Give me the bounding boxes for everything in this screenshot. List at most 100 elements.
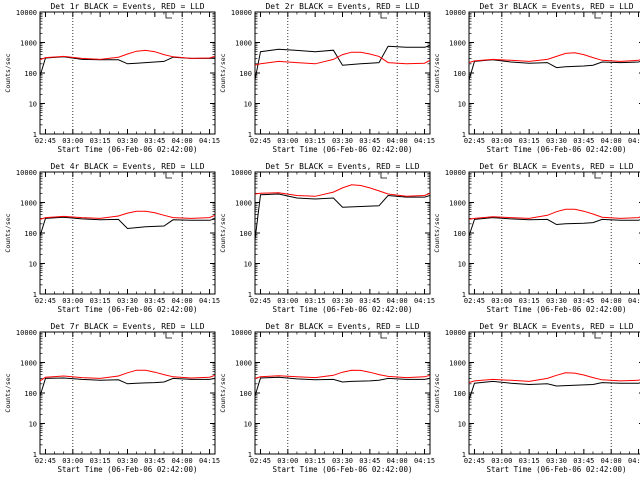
series-line-events (468, 59, 640, 80)
x-tick-label: 03:30 (117, 137, 138, 145)
y-tick-label: 10000 (445, 329, 466, 337)
chart-panel-7: Det 7r BLACK = Events, RED = LLD 1 10 100 10… (4, 322, 220, 474)
x-axis-label: Start Time (06-Feb-06 02:42:00) (58, 305, 198, 314)
y-tick-label: 1 (33, 291, 37, 299)
series-line-events (39, 216, 216, 237)
chart-title: Det 4r BLACK = Events, RED = LLD (50, 162, 204, 171)
chart-panel-9: Det 9r BLACK = Events, RED = LLD 1 10 100 10… (433, 322, 640, 474)
y-axis-label: Counts/sec (4, 373, 12, 412)
x-tick-label: 03:00 (62, 297, 83, 305)
x-tick-label: 02:45 (250, 137, 271, 145)
chart-title: Det 3r BLACK = Events, RED = LLD (479, 2, 633, 11)
x-tick-label: 03:45 (144, 457, 165, 465)
y-tick-label: 10 (244, 261, 252, 269)
x-tick-label: 03:30 (332, 137, 353, 145)
series-line-lld (254, 184, 431, 197)
axes-frame (254, 11, 431, 135)
x-tick-label: 03:00 (62, 137, 83, 145)
x-axis-label: Start Time (06-Feb-06 02:42:00) (487, 305, 627, 314)
y-tick-label: 100 (239, 390, 252, 398)
x-tick-label: 04:15 (199, 457, 220, 465)
chart-panel-4: Det 4r BLACK = Events, RED = LLD 1 10 100 10… (4, 162, 220, 314)
series-line-lld (39, 369, 216, 382)
x-tick-label: 04:00 (387, 297, 408, 305)
chart-title: Det 7r BLACK = Events, RED = LLD (50, 322, 204, 331)
x-tick-label: 03:15 (305, 457, 326, 465)
chart-panel-1: Det 1r BLACK = Events, RED = LLD 1 10 100 10… (4, 2, 220, 154)
y-tick-label: 1 (462, 291, 466, 299)
y-tick-label: 10000 (16, 169, 37, 177)
y-tick-label: 100 (24, 70, 37, 78)
y-tick-label: 1000 (235, 360, 252, 368)
time-bracket-mark (380, 172, 387, 179)
y-tick-label: 1 (462, 451, 466, 459)
x-tick-label: 03:30 (546, 297, 567, 305)
x-tick-label: 03:00 (491, 457, 512, 465)
x-tick-label: 02:45 (35, 137, 56, 145)
x-tick-label: 03:45 (144, 137, 165, 145)
x-tick-label: 04:00 (172, 457, 193, 465)
x-tick-label: 03:15 (90, 137, 111, 145)
y-tick-label: 10 (29, 421, 37, 429)
y-axis-label: Counts/sec (433, 53, 441, 92)
series-line-events (39, 56, 216, 77)
axes-frame (39, 331, 216, 455)
time-bracket-mark (594, 172, 601, 179)
x-tick-label: 03:45 (359, 457, 380, 465)
y-tick-label: 1000 (235, 200, 252, 208)
x-tick-label: 03:00 (62, 457, 83, 465)
x-tick-label: 03:30 (332, 457, 353, 465)
x-tick-label: 03:15 (90, 457, 111, 465)
x-tick-label: 03:00 (277, 297, 298, 305)
y-axis-label: Counts/sec (4, 213, 12, 252)
y-tick-label: 1000 (449, 40, 466, 48)
time-bracket-mark (165, 332, 172, 339)
x-axis-label: Start Time (06-Feb-06 02:42:00) (58, 465, 198, 474)
x-tick-label: 03:45 (573, 137, 594, 145)
x-tick-label: 03:45 (144, 297, 165, 305)
x-tick-label: 03:30 (332, 297, 353, 305)
y-tick-label: 100 (239, 70, 252, 78)
x-tick-label: 02:45 (464, 137, 485, 145)
chart-title: Det 8r BLACK = Events, RED = LLD (265, 322, 419, 331)
chart-panel-8: Det 8r BLACK = Events, RED = LLD 1 10 100 10… (219, 322, 435, 474)
x-axis-label: Start Time (06-Feb-06 02:42:00) (487, 465, 627, 474)
series-line-lld (39, 49, 216, 61)
time-bracket-mark (594, 332, 601, 339)
y-tick-label: 10 (29, 261, 37, 269)
chart-panel-3: Det 3r BLACK = Events, RED = LLD 1 10 100 10… (433, 2, 640, 154)
y-tick-label: 1000 (20, 200, 37, 208)
series-line-events (39, 377, 216, 397)
axes-frame (254, 331, 431, 455)
x-tick-label: 04:15 (414, 457, 435, 465)
y-tick-label: 1000 (20, 40, 37, 48)
x-axis-label: Start Time (06-Feb-06 02:42:00) (273, 305, 413, 314)
y-tick-label: 100 (24, 390, 37, 398)
chart-title: Det 6r BLACK = Events, RED = LLD (479, 162, 633, 171)
x-tick-label: 03:15 (519, 457, 540, 465)
axes-frame (39, 171, 216, 295)
x-tick-label: 04:00 (172, 137, 193, 145)
x-tick-label: 02:45 (250, 457, 271, 465)
x-tick-label: 04:15 (628, 297, 640, 305)
y-tick-label: 10000 (231, 329, 252, 337)
y-tick-label: 1000 (449, 360, 466, 368)
series-line-lld (254, 51, 431, 66)
series-line-lld (468, 208, 640, 220)
y-tick-label: 1 (248, 291, 252, 299)
x-tick-label: 03:45 (573, 297, 594, 305)
x-tick-label: 04:00 (387, 137, 408, 145)
chart-title: Det 5r BLACK = Events, RED = LLD (265, 162, 419, 171)
y-tick-label: 10000 (445, 9, 466, 17)
x-tick-label: 04:15 (199, 297, 220, 305)
x-tick-label: 03:00 (491, 297, 512, 305)
axes-frame (468, 331, 640, 455)
y-axis-label: Counts/sec (433, 373, 441, 412)
x-tick-label: 04:00 (387, 457, 408, 465)
x-tick-label: 04:15 (199, 137, 220, 145)
time-bracket-mark (380, 12, 387, 19)
y-tick-label: 10 (244, 421, 252, 429)
time-bracket-mark (594, 12, 601, 19)
y-tick-label: 10000 (445, 169, 466, 177)
series-line-events (254, 193, 431, 240)
